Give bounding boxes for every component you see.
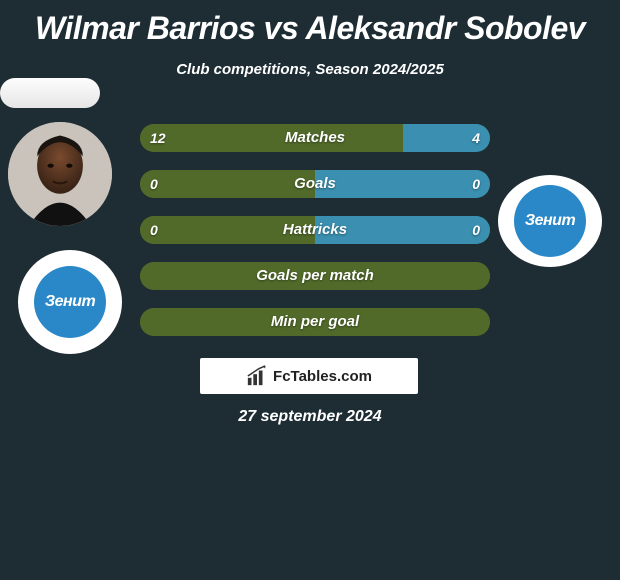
brand-box[interactable]: FcTables.com (200, 358, 418, 394)
zenit-logo-right: Зенит (514, 185, 586, 257)
stat-label: Goals (140, 170, 490, 198)
subtitle: Club competitions, Season 2024/2025 (0, 61, 620, 78)
stat-value-left: 0 (150, 216, 158, 244)
stat-bar: Goals per match (140, 262, 490, 290)
brand-text: FcTables.com (273, 368, 372, 385)
stat-label: Matches (140, 124, 490, 152)
stat-bar: Hattricks0 0 (140, 216, 490, 244)
stat-label: Min per goal (140, 308, 490, 336)
stat-value-right: 4 (472, 124, 480, 152)
comparison-bars: Matches124Goals00Hattricks00Goals per ma… (140, 124, 490, 354)
page-title: Wilmar Barrios vs Aleksandr Sobolev (0, 0, 620, 47)
stat-value-right: 0 (472, 170, 480, 198)
chart-icon (246, 365, 268, 387)
stat-value-right: 0 (472, 216, 480, 244)
club-left-badge: Зенит (18, 250, 122, 354)
stat-label: Goals per match (140, 262, 490, 290)
player-left-avatar (8, 122, 112, 226)
stat-bar: Goals0 0 (140, 170, 490, 198)
stat-bar: Min per goal (140, 308, 490, 336)
club-right-badge: Зенит (498, 175, 602, 267)
stat-value-left: 12 (150, 124, 166, 152)
zenit-logo-left: Зенит (34, 266, 106, 338)
stat-label: Hattricks (140, 216, 490, 244)
player-right-avatar (0, 78, 100, 108)
date-text: 27 september 2024 (0, 408, 620, 426)
stat-value-left: 0 (150, 170, 158, 198)
stat-bar: Matches12 4 (140, 124, 490, 152)
